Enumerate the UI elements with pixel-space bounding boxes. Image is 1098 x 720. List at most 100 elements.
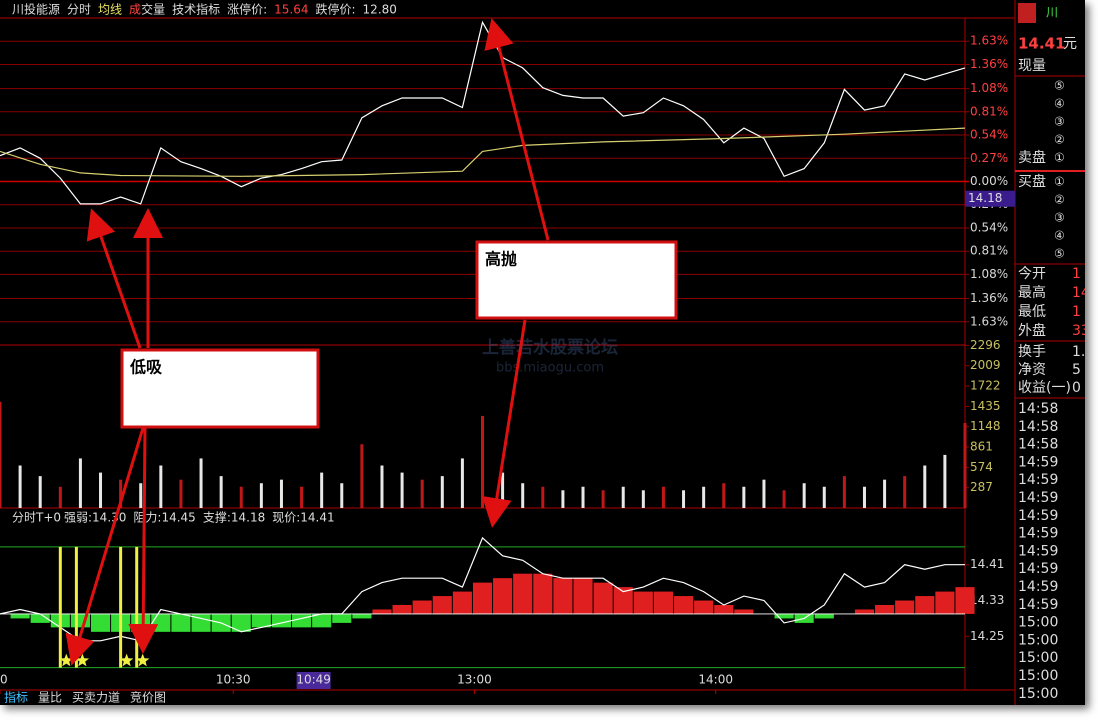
- indicator-stat: 现价:14.41: [272, 511, 334, 525]
- strength-bar: [171, 613, 191, 632]
- volume-bar: [119, 479, 123, 508]
- side-unit: 元: [1063, 36, 1077, 52]
- trade-time: 15:00: [1018, 632, 1058, 648]
- strength-bar: [915, 596, 935, 614]
- y-tick-label: 1435: [970, 399, 1001, 413]
- strength-bar: [633, 591, 653, 614]
- volume-bar: [561, 490, 565, 508]
- signal-star: [136, 653, 150, 667]
- header-item: 12.80: [363, 3, 397, 17]
- charts: 川投能源 分时 均线成交量 技术指标 涨停价: 15.64 跌停价: 12.80 1.63% 1.…: [0, 2, 1090, 705]
- strength-bar: [533, 573, 553, 614]
- watermark-url: bbs.miaogu.com: [496, 361, 604, 376]
- y-tick-label: 14.41: [970, 557, 1004, 571]
- price-line: [0, 20, 966, 205]
- volume-bar: [802, 483, 806, 508]
- y-tick-label: 2009: [970, 358, 1001, 372]
- volume-bar: [862, 486, 866, 508]
- y-tick-label: 1.63%: [970, 314, 1008, 328]
- strength-bar: [231, 613, 251, 632]
- y-tick-label: 287: [970, 480, 993, 494]
- price-marker-label: 14.18: [968, 191, 1002, 205]
- cursor-marker: [296, 672, 331, 689]
- strength-bar: [312, 613, 332, 628]
- volume-bar: [58, 486, 62, 508]
- buy-level: ④: [1054, 229, 1065, 243]
- trade-time: 14:59: [1018, 472, 1058, 488]
- y-tick-label: 1.63%: [970, 34, 1008, 48]
- volume-bar: [99, 472, 103, 508]
- trade-time: 14:58: [1018, 437, 1058, 453]
- volume-bar: [400, 472, 404, 508]
- x-tick-label: 14:00: [698, 673, 733, 687]
- volume-bar: [822, 486, 826, 508]
- strength-bar: [472, 582, 493, 614]
- tab[interactable]: 指标: [4, 690, 28, 705]
- strength-bar: [493, 578, 513, 614]
- terminal: 川投能源 分时 均线成交量 技术指标 涨停价: 15.64 跌停价: 12.80 1.63% 1.…: [0, 0, 1090, 705]
- volume-bar: [239, 486, 243, 508]
- stat-value: 1: [1072, 266, 1081, 282]
- arrow: [484, 18, 550, 241]
- volume-bar: [259, 483, 263, 508]
- trade-time: 14:59: [1018, 490, 1058, 506]
- tab[interactable]: 买卖力道: [72, 691, 120, 705]
- volume-bar: [38, 476, 42, 508]
- volume-bar: [219, 476, 223, 508]
- arrow: [128, 427, 159, 654]
- annotations: 低吸 高抛: [65, 18, 678, 666]
- watermark-title: 上善若水股票论坛: [482, 337, 618, 358]
- stat-label: 净资: [1018, 362, 1046, 378]
- strength-bar: [935, 591, 955, 614]
- strength-bar: [432, 596, 452, 614]
- y-tick-label: 0.81%: [970, 104, 1008, 118]
- trade-time: 14:59: [1018, 561, 1058, 577]
- y-tick-label: 861: [970, 440, 993, 454]
- tab[interactable]: 竞价图: [130, 691, 166, 705]
- stat-label: 收益(一): [1018, 380, 1071, 396]
- volume-bar: [682, 490, 686, 508]
- volume-bar: [78, 458, 82, 508]
- screen: 川投能源 分时 均线成交量 技术指标 涨停价: 15.64 跌停价: 12.80 1.63% 1.…: [0, 0, 1090, 705]
- strength-bar: [593, 582, 613, 614]
- header-item: 涨停价:: [227, 2, 267, 17]
- volume-bar: [903, 476, 907, 508]
- trade-time: 14:59: [1018, 579, 1058, 595]
- strength-bar: [151, 613, 171, 632]
- sell-level: ④: [1054, 97, 1065, 111]
- strength-bar: [332, 613, 352, 623]
- strength-bar: [352, 613, 372, 619]
- stat-value: 1: [1072, 304, 1081, 320]
- header-item: 交量: [141, 2, 165, 17]
- volume-bar: [279, 479, 283, 508]
- indicator-title: 分时T+0: [12, 511, 61, 525]
- volume-bar: [159, 465, 163, 508]
- volume-bar: [340, 483, 344, 508]
- sell-level: ②: [1054, 133, 1065, 147]
- strength-bar: [895, 600, 915, 614]
- y-tick-label: 0.54%: [970, 220, 1008, 234]
- strength-bar: [573, 578, 593, 614]
- annotation-box: [475, 240, 678, 320]
- strength-bar: [90, 613, 111, 632]
- trade-time: 14:59: [1018, 454, 1058, 470]
- strength-bar: [854, 609, 875, 614]
- y-tick-label: 1148: [970, 419, 1001, 433]
- stat-value: 14: [1072, 285, 1085, 301]
- arrow: [86, 208, 142, 349]
- strength-bar: [694, 600, 714, 614]
- volume-bar: [380, 465, 384, 508]
- tab[interactable]: 量比: [38, 691, 62, 705]
- x-tick-label: 13:00: [457, 673, 492, 687]
- side-label: 现量: [1018, 58, 1046, 74]
- sell-level: ⑤: [1054, 79, 1065, 93]
- price-line: [0, 536, 965, 642]
- y-tick-label: 14.25: [970, 629, 1004, 643]
- header-item: 均线: [98, 3, 122, 17]
- strength-bar: [814, 613, 834, 619]
- volume-bar: [963, 423, 967, 508]
- volume-bar: [440, 476, 444, 508]
- price-line: [0, 127, 966, 177]
- header-item: 成: [129, 3, 141, 17]
- x-tick-label: 10:30: [216, 673, 251, 687]
